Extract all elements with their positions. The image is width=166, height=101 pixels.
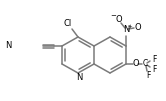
Text: F: F: [146, 72, 150, 80]
Text: O: O: [135, 23, 141, 32]
Text: O: O: [116, 15, 122, 25]
Text: N: N: [5, 42, 11, 50]
Text: C: C: [142, 59, 148, 68]
Text: Cl: Cl: [64, 19, 72, 28]
Text: F: F: [152, 55, 156, 64]
Text: F: F: [152, 65, 156, 74]
Text: O: O: [133, 59, 139, 68]
Text: N: N: [123, 25, 129, 35]
Text: −: −: [110, 13, 116, 19]
Text: N: N: [76, 73, 82, 82]
Text: +: +: [128, 24, 132, 28]
